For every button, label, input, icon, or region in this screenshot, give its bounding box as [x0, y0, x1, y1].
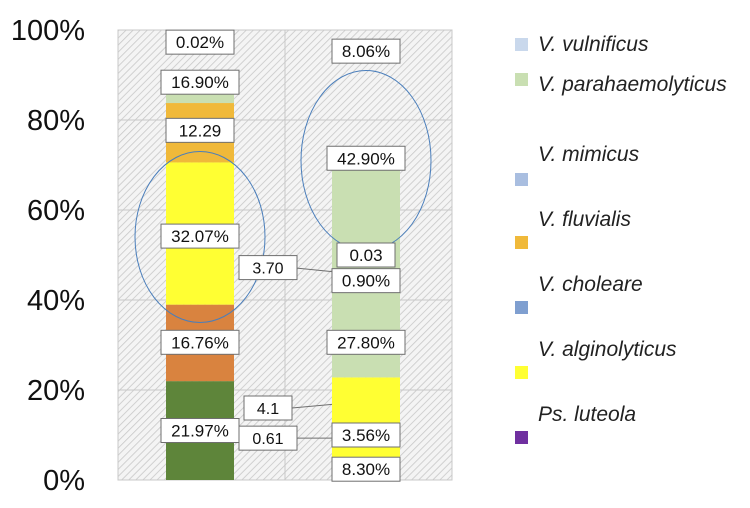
data-label: 16.76% [171, 333, 229, 352]
legend-label: V. parahaemolyticus [538, 73, 727, 96]
data-label: 0.90% [342, 272, 390, 291]
data-label-box [165, 117, 235, 143]
data-label-box [243, 395, 293, 421]
data-label: 3.56% [342, 426, 390, 445]
legend-label: V. fluvialis [538, 208, 631, 231]
data-label-box [160, 329, 240, 355]
legend-swatch [515, 366, 528, 379]
data-label: 12.29 [179, 121, 222, 140]
data-label: 21.97% [171, 422, 229, 441]
y-tick-label: 60% [27, 195, 85, 227]
y-tick-label: 40% [27, 285, 85, 317]
legend-swatch [515, 236, 528, 249]
data-label: 42.90% [337, 149, 395, 168]
legend-swatch [515, 431, 528, 444]
legend-label: V. alginolyticus [538, 338, 677, 361]
legend-swatch [515, 38, 528, 51]
data-label: 0.61 [252, 431, 283, 448]
data-label-box [160, 69, 240, 95]
data-label: 4.1 [257, 401, 279, 418]
y-tick-label: 0% [43, 465, 85, 497]
y-tick-label: 100% [11, 15, 85, 47]
legend-label: Ps. luteola [538, 403, 637, 426]
callout-leader [291, 267, 333, 273]
data-label-box [326, 329, 406, 355]
data-label: 8.30% [342, 460, 390, 479]
data-label-box [160, 223, 240, 249]
callout-leader [291, 403, 333, 409]
data-label-box [331, 456, 401, 482]
data-label-box [331, 268, 401, 294]
data-label-box [238, 425, 298, 451]
legend-label: V. mimicus [538, 143, 640, 166]
data-label: 16.90% [171, 73, 229, 92]
data-label: 27.80% [337, 333, 395, 352]
legend-swatch [515, 73, 528, 86]
data-label: 32.07% [171, 227, 229, 246]
data-label-box [238, 255, 298, 281]
legend-label: V. vulnificus [538, 33, 649, 56]
data-label: 8.06% [342, 42, 390, 61]
data-label-box [331, 422, 401, 448]
data-label: 3.70 [252, 261, 283, 278]
legend-label: V. choleare [538, 273, 643, 296]
data-label-box [336, 242, 396, 268]
legend-swatch [515, 173, 528, 186]
legend-swatch [515, 301, 528, 314]
y-tick-label: 20% [27, 375, 85, 407]
data-label-box [331, 38, 401, 64]
data-label: 0.03 [349, 246, 382, 265]
data-label-box [160, 418, 240, 443]
y-tick-label: 80% [27, 105, 85, 137]
data-label-box [165, 29, 235, 55]
data-label-box [326, 145, 406, 171]
highlight-ellipse [134, 151, 266, 323]
data-label: 0.02% [176, 33, 224, 52]
